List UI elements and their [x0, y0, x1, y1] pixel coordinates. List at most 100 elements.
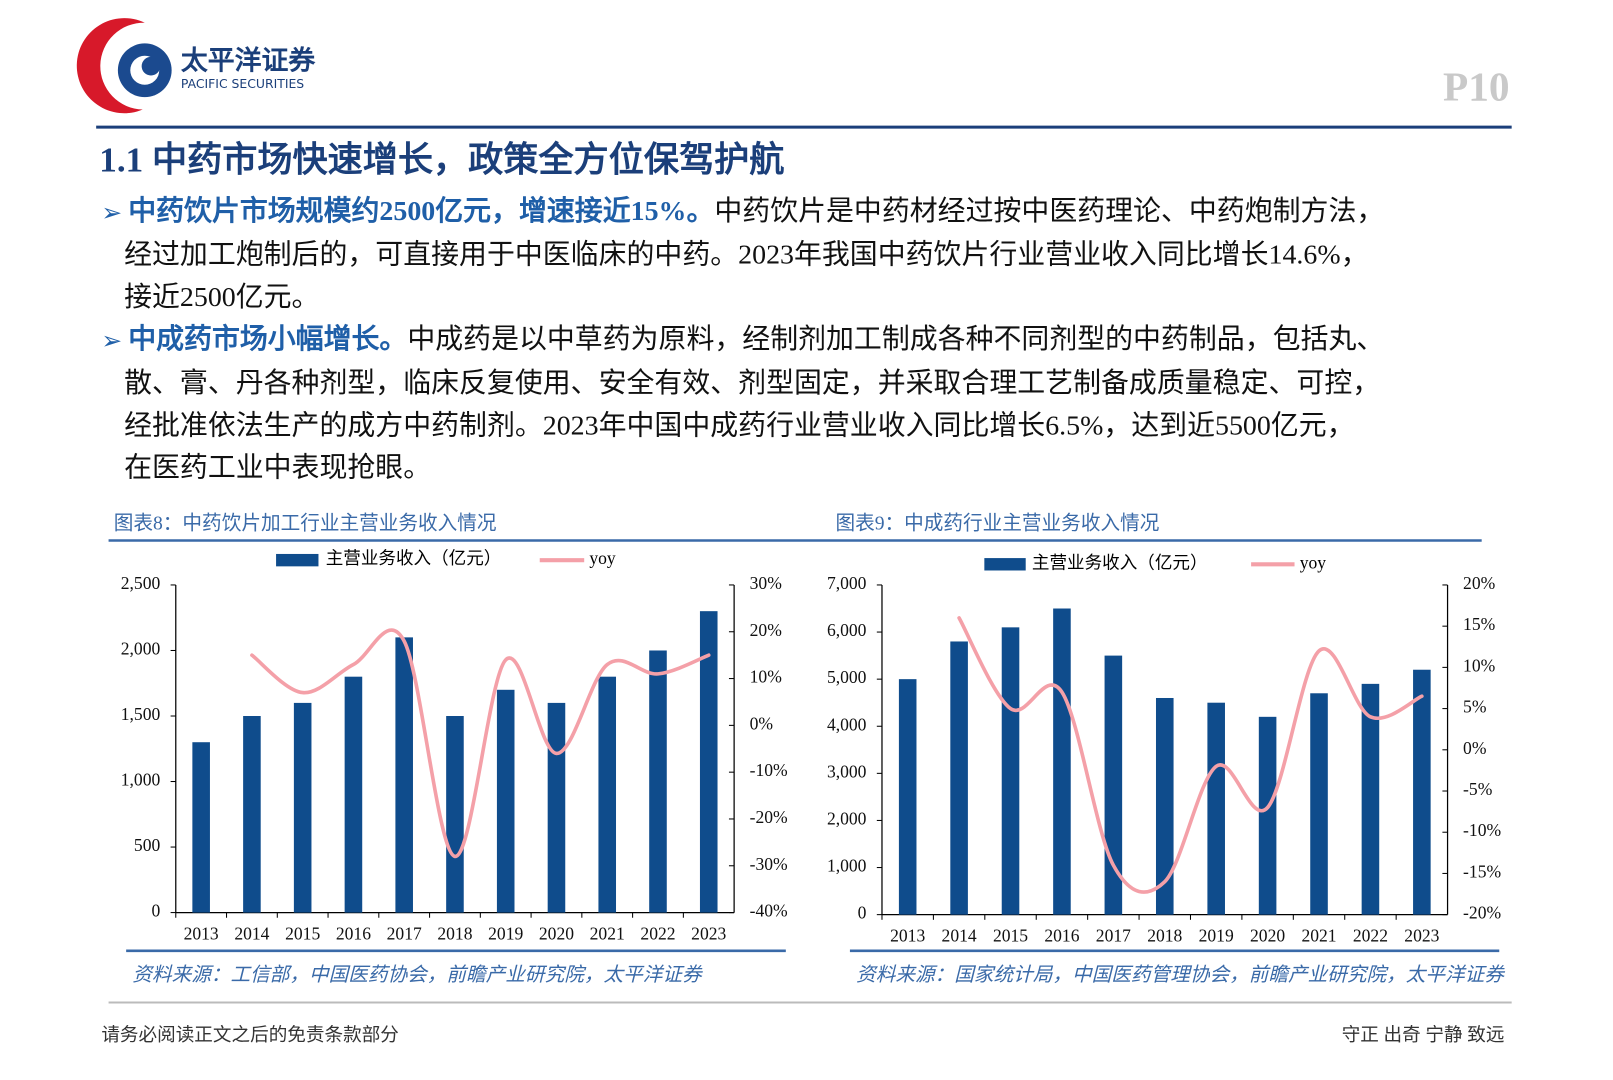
bar — [598, 676, 617, 913]
bullet-text: 中药饮片是中药材经过按中医药理论、中药炮制方法， — [714, 195, 1384, 227]
tick-label: 6,000 — [827, 620, 867, 640]
x-tick-label: 2017 — [1096, 925, 1131, 945]
bullet-lead: 中成药市场小幅增长。 — [128, 322, 407, 355]
legend-swatch — [276, 553, 319, 567]
tick-label: 3,000 — [827, 761, 867, 781]
bar — [243, 716, 261, 913]
bullet-marker: ➢ — [101, 198, 122, 227]
bullet-text: 中成药是以中草药为原料，经制剂加工制成各种不同剂型的中药制品，包括丸、 — [407, 323, 1384, 355]
tick-label: -20% — [1463, 903, 1501, 923]
x-tick-label: 2016 — [1044, 925, 1079, 945]
x-tick-label: 2018 — [1147, 925, 1182, 945]
bar — [496, 689, 515, 913]
tick-label: 1,000 — [121, 770, 161, 790]
tick-label: 20% — [1463, 573, 1496, 593]
bar — [898, 679, 917, 915]
tick-label: -30% — [750, 854, 788, 874]
bar — [1207, 702, 1225, 915]
bar — [1258, 716, 1277, 915]
x-tick-label: 2018 — [437, 923, 472, 943]
bar — [1361, 683, 1380, 915]
x-tick-label: 2019 — [1199, 925, 1234, 945]
x-tick-label: 2020 — [1250, 925, 1285, 945]
paragraph-line: 经批准依法生产的成方中药制剂。2023年中国中成药行业营业收入同比增长6.5%，… — [124, 409, 1354, 441]
bar — [1053, 608, 1071, 915]
tick-label: 0% — [1463, 738, 1487, 758]
tick-label: 0 — [151, 901, 160, 921]
x-tick-label: 2023 — [1404, 925, 1439, 945]
x-tick-label: 2014 — [234, 923, 269, 943]
tick-label: -5% — [1463, 779, 1493, 799]
x-tick-label: 2023 — [691, 923, 726, 943]
bar — [395, 637, 413, 913]
x-tick-label: 2016 — [336, 923, 371, 943]
x-tick-label: 2021 — [590, 923, 625, 943]
tick-label: 2,000 — [827, 808, 867, 828]
legend-label: 主营业务收入（亿元） — [326, 548, 502, 568]
x-tick-label: 2019 — [488, 923, 523, 943]
paragraph-line: 接近2500亿元。 — [124, 281, 319, 313]
bullet-marker: ➢ — [101, 326, 122, 355]
tick-label: 15% — [1463, 614, 1496, 634]
tick-label: 4,000 — [827, 714, 867, 734]
bar — [1413, 669, 1431, 915]
chart-title: 图表8：中药饮片加工行业主营业务收入情况 — [114, 513, 497, 535]
tick-label: 5% — [1463, 697, 1487, 717]
tick-label: 0% — [750, 713, 774, 733]
line-series — [957, 616, 1424, 894]
footer-left: 请务必阅读正文之后的免责条款部分 — [101, 1025, 399, 1046]
x-tick-label: 2013 — [890, 925, 925, 945]
tick-label: 1,000 — [827, 856, 867, 876]
logo — [76, 18, 172, 114]
bar — [699, 611, 718, 913]
x-tick-label: 2015 — [285, 923, 320, 943]
footer-right: 守正 出奇 宁静 致远 — [1342, 1025, 1505, 1046]
paragraph-line: 在医药工业中表现抢眼。 — [124, 452, 431, 484]
paragraph-line: 经过加工炮制后的，可直接用于中医临床的中药。2023年我国中药饮片行业营业收入同… — [124, 239, 1368, 271]
bar — [547, 702, 566, 913]
tick-label: 10% — [750, 667, 783, 687]
tick-label: 2,500 — [121, 573, 161, 593]
line-series — [250, 628, 711, 859]
x-tick-label: 2021 — [1301, 925, 1336, 945]
bar — [1001, 627, 1020, 915]
tick-label: 2,000 — [121, 639, 161, 659]
bar — [344, 676, 363, 913]
tick-label: 0 — [858, 903, 867, 923]
bar — [192, 742, 210, 913]
chart-title: 图表9：中成药行业主营业务收入情况 — [835, 513, 1159, 535]
bar — [950, 641, 968, 915]
bar — [1155, 697, 1174, 915]
x-tick-label: 2015 — [993, 925, 1028, 945]
company: 太平洋证券 — [181, 45, 316, 77]
tick-label: -10% — [750, 760, 788, 780]
legend-swatch — [984, 558, 1026, 571]
tick-label: 1,500 — [121, 704, 161, 724]
chart-source: 资料来源：工信部，中国医药协会，前瞻产业研究院，太平洋证券 — [132, 964, 703, 986]
tick-label: -15% — [1463, 861, 1501, 881]
bar — [446, 716, 464, 913]
legend-label: 主营业务收入（亿元） — [1032, 552, 1208, 572]
bar — [1310, 693, 1328, 915]
bar — [649, 650, 667, 913]
section-title: 1.1 中药市场快速增长，政策全方位保驾护航 — [99, 139, 784, 179]
tick-label: 30% — [750, 573, 783, 593]
legend-label: yoy — [1300, 552, 1327, 572]
bar — [1104, 655, 1123, 915]
page-number: P10 — [1443, 63, 1510, 109]
tick-label: 5,000 — [827, 667, 867, 687]
tick-label: 20% — [750, 620, 783, 640]
company-en: PACIFIC SECURITIES — [181, 76, 304, 91]
tick-label: -20% — [750, 807, 788, 827]
tick-label: -10% — [1463, 820, 1501, 840]
x-tick-label: 2022 — [1353, 925, 1388, 945]
paragraph-line: 中成药市场小幅增长。中成药是以中草药为原料，经制剂加工制成各种不同剂型的中药制品… — [128, 322, 1384, 355]
tick-label: 7,000 — [827, 573, 867, 593]
paragraph-line: 散、膏、丹各种剂型，临床反复使用、安全有效、剂型固定，并采取合理工艺制备成质量稳… — [124, 367, 1380, 399]
paragraph-line: 中药饮片市场规模约2500亿元，增速接近15%。中药饮片是中药材经过按中医药理论… — [128, 194, 1384, 227]
x-tick-label: 2014 — [942, 925, 977, 945]
tick-label: -40% — [750, 901, 788, 921]
bullet-lead: 中药饮片市场规模约2500亿元，增速接近15%。 — [128, 194, 714, 227]
tick-label: 10% — [1463, 655, 1496, 675]
